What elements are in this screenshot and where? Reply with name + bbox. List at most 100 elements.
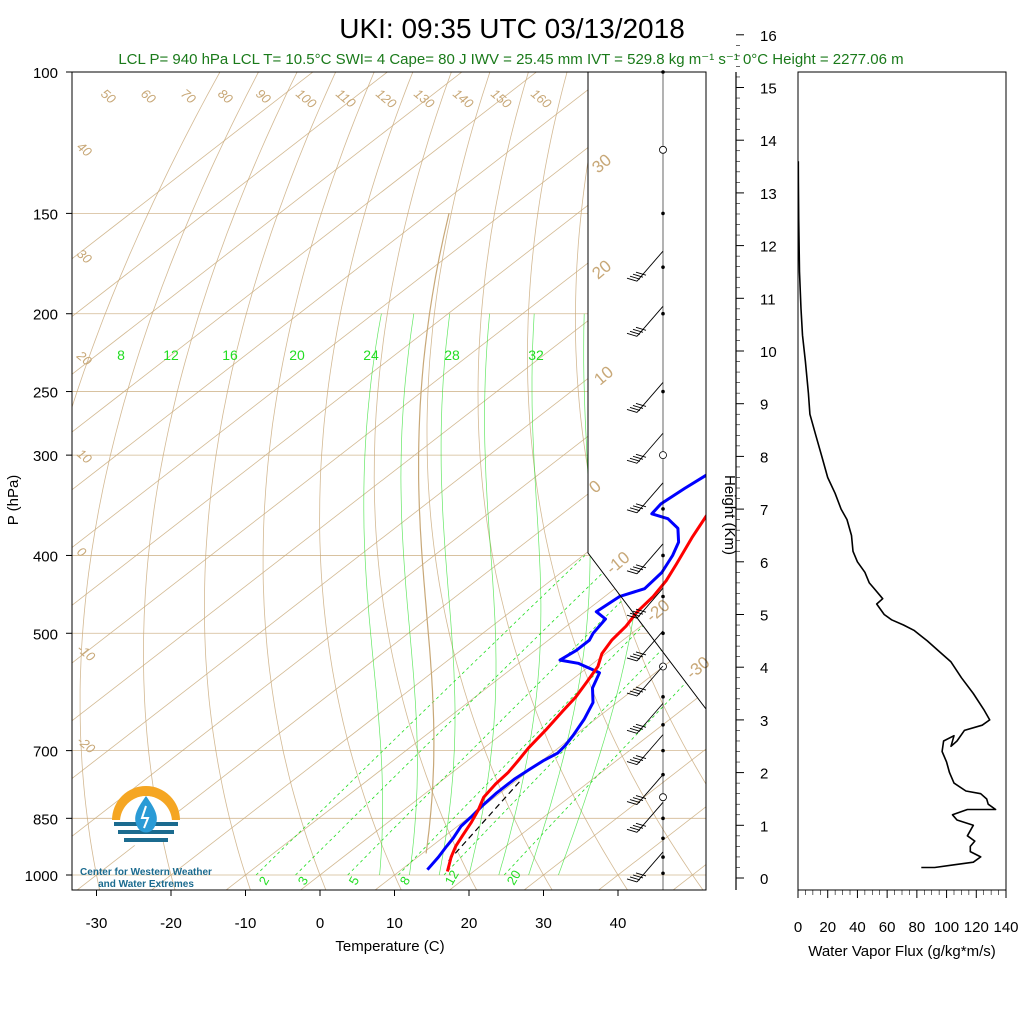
dry-adiabat-line [754, 64, 1024, 893]
isotherm-line [72, 72, 411, 890]
dry-adiabat-line [527, 72, 705, 890]
wind-barb-flag [626, 692, 638, 697]
wind-region-boundary [587, 72, 707, 890]
isotherm-side-label: 0 [74, 544, 90, 561]
height-tick-label: 13 [760, 186, 777, 203]
wind-barb-flag [632, 273, 644, 278]
wind-barb-staff [636, 587, 664, 619]
height-tick-label: 8 [760, 449, 768, 466]
wind-barb-flag [635, 608, 647, 613]
isotherm-line [74, 72, 706, 890]
height-tick-label: 12 [760, 239, 777, 256]
moist-adiabat-label: 8 [117, 347, 125, 363]
height-tick-label: 4 [760, 660, 768, 677]
wind-barb-staff [636, 382, 664, 413]
wind-barb-flag [635, 872, 647, 877]
wind-dot [661, 211, 665, 216]
dry-adiabat-line [711, 64, 1007, 893]
wind-barb-flag [629, 612, 641, 617]
y-tick-label: 1000 [25, 868, 58, 885]
wind-barb-flag [626, 729, 638, 734]
sun-arc-icon [112, 786, 180, 820]
wind-barb-flag [626, 277, 638, 282]
logo-line-2: and Water Extremes [98, 879, 194, 890]
isotherm-side-label: 20 [73, 347, 95, 369]
wind-barb-flag [626, 828, 638, 833]
wind-dot [661, 553, 665, 558]
isotherm-side-label: -10 [74, 641, 99, 665]
flux-tick-label: 100 [934, 919, 959, 936]
moist-adiabat-label: 24 [363, 347, 379, 363]
wind-barb-flag [632, 757, 644, 762]
y-tick-label: 700 [33, 744, 58, 761]
lightning-icon [140, 805, 150, 829]
wind-barb-flag [632, 566, 644, 571]
isotherm-line [72, 72, 706, 890]
flux-x-label: Water Vapor Flux (g/kg*m/s) [808, 943, 996, 960]
wind-barb-flag [632, 874, 644, 879]
wind-dot [661, 836, 665, 841]
wind-barb-flag [629, 330, 641, 335]
dry-adiabat-line [952, 64, 1024, 893]
moist-adiabat-label: 16 [222, 347, 238, 363]
wind-barb-flag [626, 409, 638, 413]
temperature-axis: -30 -20 -10 0 10 20 30 40 [86, 890, 626, 932]
wind-barb-flag [632, 653, 644, 658]
isotherm-side-label: 10 [74, 446, 95, 467]
isotherm-line [595, 72, 706, 890]
wind-barb-staff [636, 802, 664, 833]
water-vapor-flux-panel: 0 20 40 60 80 100 120 140 Water Vapor Flux (g/k… [794, 71, 1019, 960]
wind-barb-staff [636, 774, 664, 805]
isotherm-label: 110 [333, 86, 359, 111]
height-tick-label: 1 [760, 818, 768, 835]
isotherm-line [72, 72, 337, 890]
mixing-ratio-line [255, 555, 586, 876]
dry-adiabat-line [143, 72, 302, 890]
wind-barb-flag [632, 455, 644, 460]
mixing-ratio-line [347, 555, 669, 876]
moist-adiabat-label: 28 [444, 347, 460, 363]
wind-barb-flag [626, 614, 638, 619]
mixing-ratio-label: 20 [504, 867, 524, 887]
dry-adiabat-line [991, 64, 1024, 893]
wind-barb-staff [636, 703, 664, 734]
wind-dot [661, 695, 665, 699]
wind-barb-flag [629, 275, 641, 280]
wind-barb-flag [626, 332, 638, 337]
isotherm-label: 60 [138, 86, 159, 107]
flux-axis: 0 20 40 60 80 100 120 140 [794, 890, 1019, 936]
wind-barb-staff [636, 851, 664, 883]
dry-adiabat-line [836, 64, 1024, 893]
y-tick-label: 100 [33, 65, 58, 82]
dewpoint-line [426, 473, 706, 871]
wind-barb-staff [636, 482, 664, 514]
wind-barb-staff [636, 630, 664, 662]
wind-barb-flag [626, 761, 638, 766]
wind-barb-flag [635, 453, 647, 458]
flux-tick-label: 40 [849, 919, 866, 936]
flux-tick-label: 60 [879, 919, 896, 936]
x-tick-label: 0 [316, 915, 324, 932]
moist-adiabat-line [438, 313, 456, 876]
y-tick-label: 500 [33, 626, 58, 643]
wind-barb-flag [626, 509, 638, 514]
wind-calm-circle [659, 451, 667, 460]
x-tick-label: 30 [535, 915, 552, 932]
height-tick-label: 9 [760, 397, 768, 414]
wind-dot [661, 722, 665, 727]
moist-adiabat-line [498, 313, 542, 876]
y-tick-label: 150 [33, 206, 58, 223]
mixing-ratio-line [295, 555, 621, 876]
isotherm-side-label: -20 [74, 733, 99, 757]
dry-adiabat-label: 10 [590, 362, 617, 389]
mixing-ratio-label: 3 [295, 874, 312, 888]
wind-barb-flag [635, 651, 647, 656]
wind-barb-flag [635, 795, 647, 800]
flux-profile [797, 161, 997, 869]
y-axis-label: P (hPa) [5, 475, 22, 526]
isotherm-line [72, 72, 560, 890]
flux-line [797, 161, 997, 869]
isotherm-line [521, 72, 706, 890]
